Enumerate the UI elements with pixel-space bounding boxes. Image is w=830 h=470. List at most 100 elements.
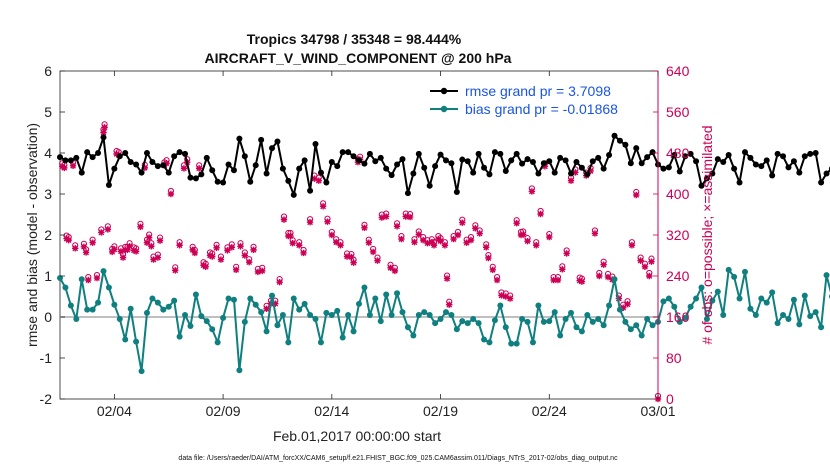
bias-point — [394, 290, 401, 297]
bias-point — [154, 299, 161, 306]
rmse-point — [301, 157, 308, 164]
rmse-point — [741, 149, 748, 156]
bias-point — [758, 295, 765, 302]
rmse-point — [676, 168, 683, 175]
rmse-point — [192, 175, 199, 182]
bias-point — [388, 311, 395, 318]
bias-point — [198, 313, 205, 320]
obs-assimilated-marker — [343, 253, 351, 260]
rmse-point — [214, 178, 221, 185]
bias-point — [546, 318, 553, 325]
obs-marker — [209, 250, 216, 260]
bias-point — [475, 320, 482, 327]
bias-point — [410, 332, 417, 339]
obs-marker — [559, 263, 566, 273]
obs-assimilated-marker — [289, 240, 296, 247]
y-tick-label-left: 4 — [44, 145, 52, 161]
y-tick-label-right: 0 — [666, 391, 674, 407]
bias-point — [328, 311, 335, 318]
rmse-point — [595, 154, 602, 161]
bias-point — [220, 314, 227, 321]
obs-assimilated-marker — [111, 246, 118, 253]
rmse-point — [258, 136, 265, 143]
rmse-point — [127, 159, 134, 166]
bias-point — [122, 336, 129, 343]
obs-assimilated-marker — [82, 249, 90, 256]
rmse-point — [470, 169, 477, 176]
obs-marker — [528, 185, 536, 195]
bias-point — [551, 309, 558, 316]
obs-marker — [402, 210, 409, 220]
rmse-point — [290, 191, 297, 198]
obs-marker — [513, 217, 520, 227]
obs-marker — [398, 233, 405, 243]
obs-assimilated-marker — [541, 163, 549, 170]
rmse-point — [116, 153, 123, 160]
rmse-point — [709, 170, 716, 177]
bias-point — [182, 311, 189, 318]
obs-assimilated-marker — [209, 253, 216, 260]
bias-point — [258, 309, 265, 316]
bias-point — [589, 318, 596, 325]
obs-assimilated-marker — [72, 245, 79, 252]
rmse-point — [160, 162, 167, 169]
rmse-point — [464, 158, 471, 165]
bias-point — [682, 314, 689, 321]
obs-assimilated-marker — [493, 276, 501, 284]
obs-assimilated-marker — [393, 223, 401, 230]
obs-assimilated-marker — [459, 219, 466, 226]
rmse-point — [513, 150, 520, 157]
rmse-point — [529, 159, 536, 166]
rmse-point — [671, 152, 678, 159]
obs-marker — [328, 228, 336, 239]
obs-assimilated-marker — [141, 164, 149, 172]
obs-marker — [343, 250, 351, 260]
obs-marker — [554, 274, 562, 284]
obs-assimilated-marker — [430, 242, 438, 249]
obs-assimilated-marker — [391, 267, 399, 275]
rmse-point — [84, 149, 91, 156]
obs-marker — [387, 261, 394, 271]
bias-point — [442, 309, 449, 316]
obs-assimilated-marker — [104, 226, 112, 233]
obs-marker — [176, 239, 183, 249]
obs-assimilated-marker — [415, 231, 422, 238]
bias-point — [752, 311, 759, 318]
rmse-point — [241, 153, 248, 160]
bias-point — [317, 339, 324, 346]
bias-point — [127, 305, 134, 312]
rmse-point — [491, 149, 498, 156]
bias-point — [573, 324, 580, 331]
obs-marker — [459, 216, 466, 226]
bias-point — [307, 311, 314, 318]
obs-marker — [578, 275, 586, 285]
y-tick-label-left: 2 — [44, 227, 52, 243]
obs-marker — [633, 188, 640, 199]
obs-marker — [65, 234, 72, 244]
obs-assimilated-marker — [620, 304, 627, 311]
rmse-point — [415, 150, 422, 157]
bias-point — [725, 266, 732, 273]
rmse-point — [339, 149, 346, 156]
obs-assimilated-marker — [167, 190, 175, 198]
rmse-point — [687, 150, 694, 157]
bias-point — [361, 284, 368, 291]
bias-point — [622, 318, 629, 325]
obs-marker — [446, 298, 453, 308]
obs-marker — [93, 271, 101, 282]
obs-assimilated-marker — [250, 246, 257, 254]
rmse-point — [540, 160, 547, 167]
obs-marker — [369, 245, 377, 256]
bias-point — [105, 284, 112, 291]
obs-assimilated-marker — [150, 256, 157, 263]
obs-marker — [648, 255, 655, 265]
obs-marker — [483, 241, 490, 251]
obs-assimilated-marker — [124, 246, 131, 254]
obs-marker — [148, 240, 155, 250]
obs-assimilated-marker — [498, 292, 505, 299]
obs-marker — [300, 246, 307, 257]
rmse-point — [633, 145, 640, 152]
rmse-point — [752, 161, 759, 168]
bias-point — [214, 339, 221, 346]
rmse-point — [122, 150, 129, 156]
